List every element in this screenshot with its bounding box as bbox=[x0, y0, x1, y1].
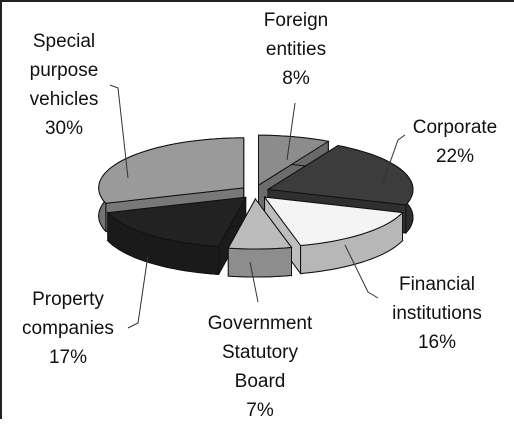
leader bbox=[286, 102, 296, 161]
leader bbox=[381, 134, 406, 186]
label: Foreign entities 8% bbox=[251, 6, 341, 93]
slice bbox=[106, 196, 247, 247]
slice bbox=[263, 196, 404, 247]
value-label: 17% bbox=[48, 347, 88, 368]
value-label: 7% bbox=[246, 400, 274, 421]
label: Financial institutions 16% bbox=[380, 270, 495, 357]
slice bbox=[258, 134, 330, 187]
leader bbox=[344, 244, 379, 299]
leader bbox=[249, 261, 259, 303]
slice bbox=[227, 198, 293, 250]
label: Special purpose vehicles 30% bbox=[9, 27, 119, 143]
value-label: 22% bbox=[435, 146, 475, 167]
category-label: Corporate bbox=[412, 117, 498, 138]
category-label: Property companies bbox=[22, 289, 114, 339]
label: Property companies 17% bbox=[11, 285, 126, 372]
leader bbox=[109, 84, 129, 179]
value-label: 30% bbox=[44, 118, 84, 139]
slice-side bbox=[227, 246, 292, 278]
slice bbox=[266, 145, 414, 206]
category-label: Financial institutions bbox=[392, 274, 482, 324]
label: Government Statutory Board 7% bbox=[198, 309, 323, 425]
category-label: Special purpose vehicles bbox=[29, 31, 99, 110]
value-label: 8% bbox=[282, 68, 310, 89]
category-label: Government Statutory Board bbox=[207, 313, 313, 392]
value-label: 16% bbox=[417, 332, 457, 353]
label: Corporate 22% bbox=[400, 113, 510, 171]
slices bbox=[98, 134, 414, 278]
category-label: Foreign entities bbox=[263, 10, 329, 60]
leader bbox=[127, 254, 149, 329]
slice bbox=[98, 137, 245, 204]
leaders bbox=[109, 84, 406, 329]
